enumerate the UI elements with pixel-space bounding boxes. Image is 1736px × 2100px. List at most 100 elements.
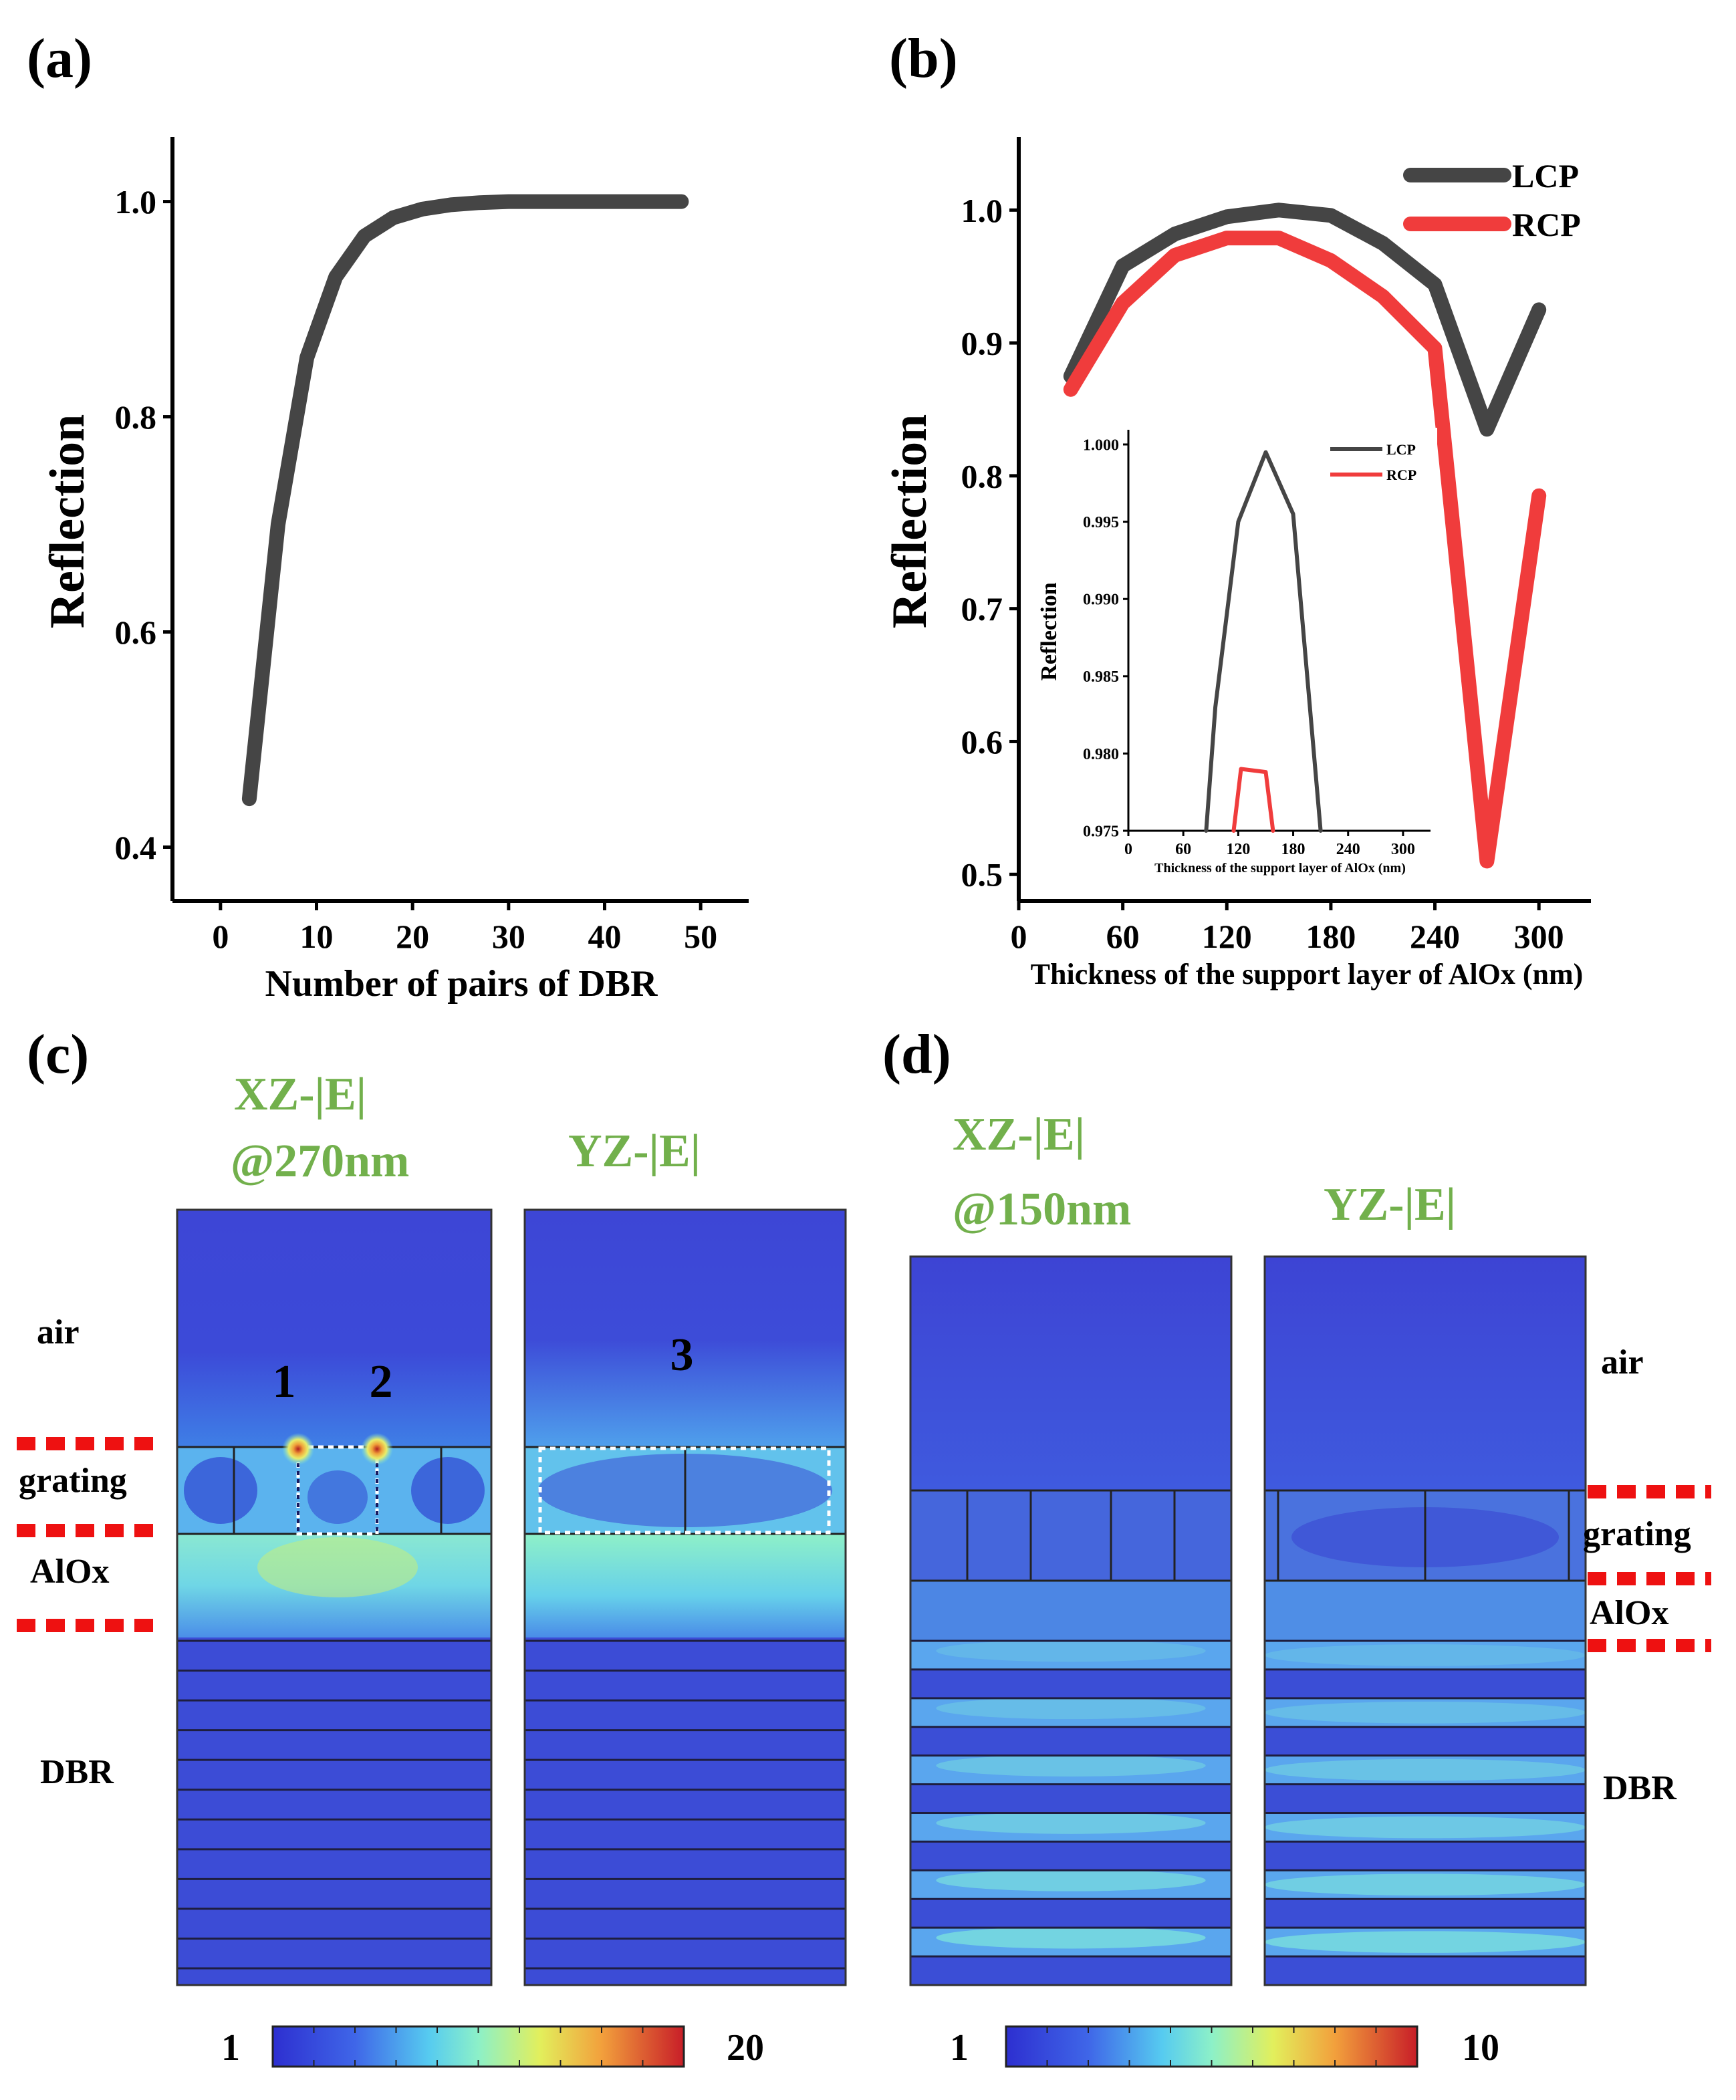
panel-b: (b) 0 60 120 180 240 300 0.5 0.6 0.7 0.8 0.9 1.0 Th… <box>882 27 1591 991</box>
chart-b-inset: 0 60 120 180 240 300 0.975 0.980 0.985 0.990 0.995… <box>1037 428 1437 876</box>
c-yz-grating-lines <box>525 1446 846 1535</box>
y-tick-label: 0.990 <box>1083 592 1119 609</box>
c-xz-dark-lobe-left <box>184 1457 257 1524</box>
x-tick-label: 20 <box>396 918 429 955</box>
panel-d-title-wavelength: @150nm <box>953 1184 1131 1235</box>
dbr-band <box>910 1784 1231 1813</box>
inset-ticks: 0 60 120 180 240 300 0.975 0.980 0.985 0.990 0.995… <box>1083 436 1415 858</box>
inset-legend-lcp-label: LCP <box>1386 441 1416 458</box>
field-map-d-xz <box>909 1255 1233 1986</box>
y-tick-label: 0.995 <box>1083 514 1119 531</box>
legend-rcp-label: RCP <box>1512 206 1581 243</box>
c-xz-bright-spot <box>257 1537 418 1597</box>
x-tick-label: 0 <box>1124 841 1132 858</box>
x-tick-label: 10 <box>300 918 334 955</box>
d-xz-frame <box>909 1255 1233 1986</box>
c-label-grating: grating <box>19 1462 127 1500</box>
dbr-band <box>1265 1899 1586 1928</box>
colorbar-c-max: 20 <box>727 2027 764 2069</box>
y-tick-label: 1.000 <box>1083 436 1119 454</box>
inset-xlabel: Thickness of the support layer of AlOx (… <box>1154 861 1406 876</box>
dbr-band <box>1265 1726 1586 1756</box>
dbr-band-highlight <box>936 1926 1206 1949</box>
d-label-dbr: DBR <box>1603 1769 1677 1807</box>
dbr-band <box>910 1755 1231 1785</box>
chart-a-xlabel: Number of pairs of DBR <box>265 963 658 1005</box>
x-tick-label: 180 <box>1306 918 1356 955</box>
panel-c-title-yz: YZ-|E| <box>568 1126 701 1177</box>
colorbar-c-ticks <box>313 2026 644 2067</box>
dbr-band-highlight <box>1265 1873 1586 1896</box>
y-tick-label: 0.7 <box>961 590 1003 628</box>
field-map-c-yz <box>523 1208 847 1986</box>
c-xz-dbr-lines <box>177 1639 491 1970</box>
dbr-band <box>1265 1698 1586 1727</box>
colorbar-c-min: 1 <box>221 2027 240 2069</box>
colorbar-d-min: 1 <box>950 2027 969 2069</box>
x-tick-label: 300 <box>1391 841 1415 858</box>
series-line-lcp <box>1204 450 1323 833</box>
dbr-band-highlight <box>936 1754 1206 1777</box>
c-xz-dbr <box>177 1637 491 1985</box>
chart-b-ylabel: Reflection <box>882 414 937 629</box>
panel-b-label: (b) <box>889 27 958 90</box>
dbr-band <box>1265 1669 1586 1698</box>
panel-d-title-xz: XZ-|E| <box>953 1109 1085 1160</box>
x-tick-label: 0 <box>1011 918 1027 955</box>
dbr-band-highlight <box>936 1812 1206 1834</box>
chart-b-xlabel: Thickness of the support layer of AlOx (… <box>1031 958 1584 991</box>
c-red-dashes <box>17 1437 164 1632</box>
inset-series <box>1204 450 1323 833</box>
dbr-band-highlight <box>1265 1816 1586 1839</box>
dbr-band <box>1265 1755 1586 1785</box>
dbr-band <box>910 1899 1231 1928</box>
panel-c: (c) XZ-|E| @270nm YZ-|E| <box>17 1023 847 2069</box>
y-tick-label: 0.980 <box>1083 746 1119 763</box>
dbr-band-highlight <box>936 1697 1206 1720</box>
d-xz-dbr-bands <box>910 1639 1231 1985</box>
hotspot-2 <box>361 1433 393 1465</box>
x-tick-label: 50 <box>684 918 717 955</box>
y-tick-label: 0.9 <box>961 325 1003 362</box>
dbr-band-highlight <box>1265 1701 1586 1724</box>
series-line-rcp <box>1231 767 1275 833</box>
hotspot-1 <box>282 1433 314 1465</box>
c-xz-air <box>177 1210 491 1447</box>
x-tick-label: 240 <box>1410 918 1460 955</box>
dbr-band-highlight <box>936 1869 1206 1891</box>
c-label-dbr: DBR <box>40 1753 114 1791</box>
dbr-band <box>910 1726 1231 1756</box>
y-tick-label: 0.6 <box>961 723 1003 761</box>
chart-a-ylabel: Reflection <box>40 414 95 629</box>
x-tick-label: 300 <box>1514 918 1564 955</box>
field-map-c-xz <box>176 1208 493 1986</box>
x-tick-label: 120 <box>1202 918 1252 955</box>
c-xz-grating-lines <box>177 1445 491 1536</box>
c-yz-dbr-lines <box>525 1639 846 1970</box>
y-tick-label: 0.8 <box>115 398 157 436</box>
x-tick-label: 30 <box>492 918 525 955</box>
d-xz-grating-lines <box>910 1489 1231 1582</box>
legend-lcp-label: LCP <box>1512 157 1579 194</box>
d-xz-air <box>910 1257 1231 1490</box>
c-yz-frame <box>523 1208 847 1986</box>
inset-ylabel: Reflection <box>1037 582 1062 680</box>
c-label-air: air <box>37 1313 80 1351</box>
x-tick-label: 40 <box>588 918 622 955</box>
y-tick-label: 0.6 <box>115 614 157 651</box>
colorbar-d: 1 10 <box>950 2025 1499 2069</box>
chart-b-legend: LCP RCP <box>1403 157 1581 243</box>
field-map-d-yz <box>1263 1255 1587 1986</box>
panel-d-label: (d) <box>882 1023 951 1085</box>
series-line-rcp <box>1063 231 1547 869</box>
d-yz-dbr-bands <box>1265 1639 1586 1985</box>
d-label-grating: grating <box>1583 1515 1691 1553</box>
marker-3: 3 <box>670 1329 694 1381</box>
d-label-air: air <box>1601 1343 1644 1382</box>
d-yz-air <box>1265 1257 1586 1490</box>
panel-a: (a) 0 10 20 30 40 50 0.4 0.6 0.8 1.0 Number of pa… <box>27 27 749 1005</box>
dbr-band <box>910 1669 1231 1698</box>
y-tick-label: 0.5 <box>961 856 1003 894</box>
y-tick-label: 0.8 <box>961 457 1003 495</box>
c-label-alox: AlOx <box>30 1553 109 1591</box>
